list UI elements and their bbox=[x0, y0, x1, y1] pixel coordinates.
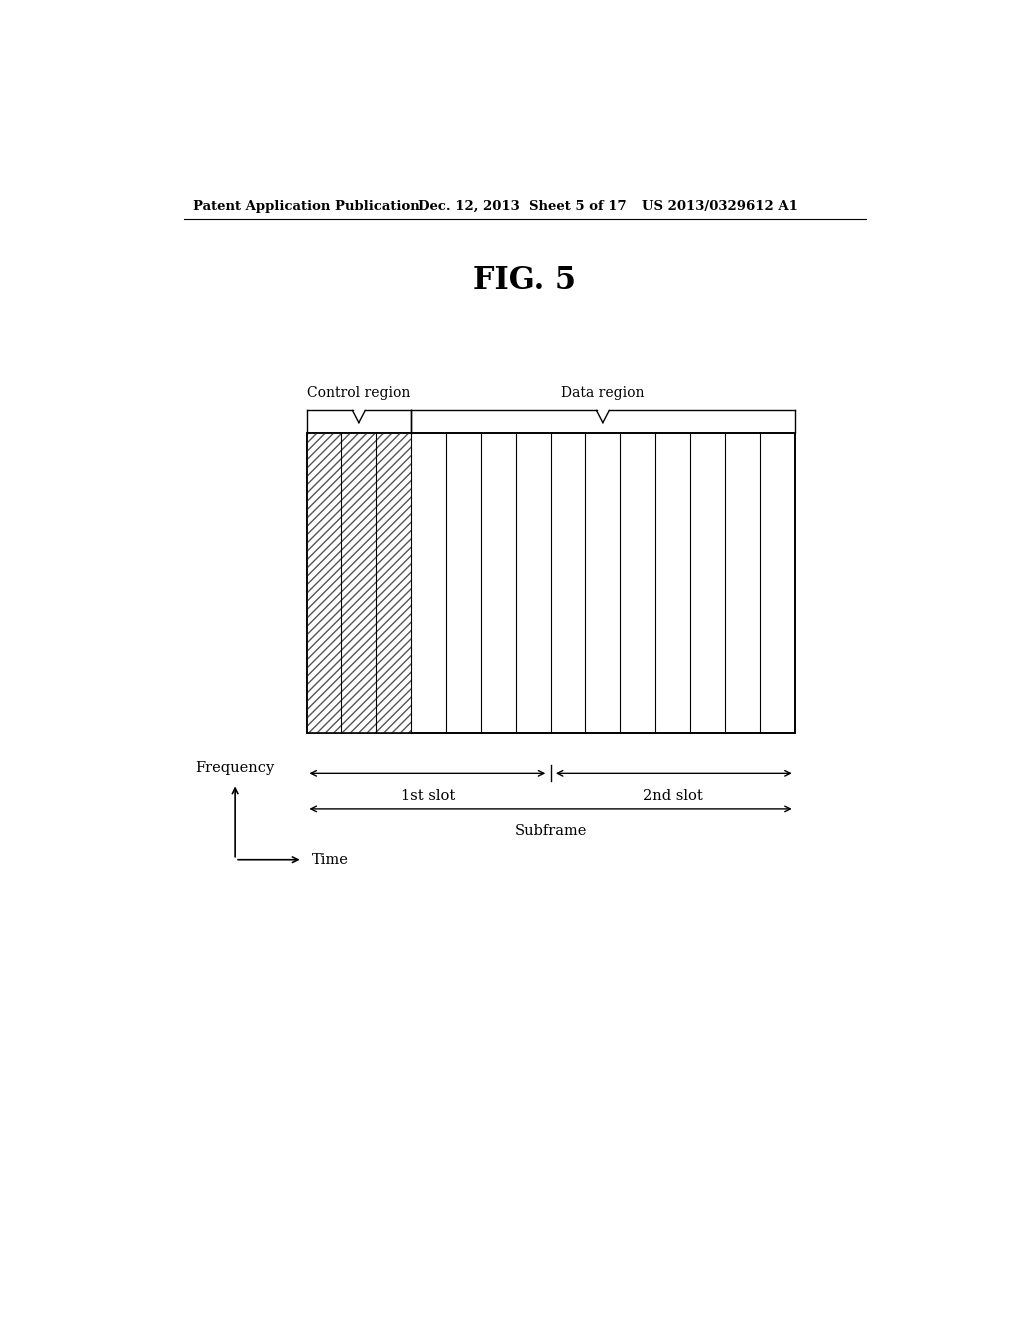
Bar bbox=[376, 433, 412, 733]
Bar bbox=[306, 433, 341, 733]
Text: Subframe: Subframe bbox=[514, 824, 587, 838]
Text: Time: Time bbox=[312, 853, 349, 867]
Bar bbox=[306, 433, 795, 733]
Text: Patent Application Publication: Patent Application Publication bbox=[194, 199, 420, 213]
Bar bbox=[341, 433, 376, 733]
Text: 2nd slot: 2nd slot bbox=[643, 788, 702, 803]
Text: US 2013/0329612 A1: US 2013/0329612 A1 bbox=[642, 199, 798, 213]
Text: 1st slot: 1st slot bbox=[401, 788, 456, 803]
Text: Data region: Data region bbox=[561, 387, 645, 400]
Text: Dec. 12, 2013  Sheet 5 of 17: Dec. 12, 2013 Sheet 5 of 17 bbox=[418, 199, 627, 213]
Bar bbox=[306, 433, 795, 733]
Text: FIG. 5: FIG. 5 bbox=[473, 265, 577, 296]
Text: Control region: Control region bbox=[307, 387, 411, 400]
Text: Frequency: Frequency bbox=[196, 762, 274, 775]
